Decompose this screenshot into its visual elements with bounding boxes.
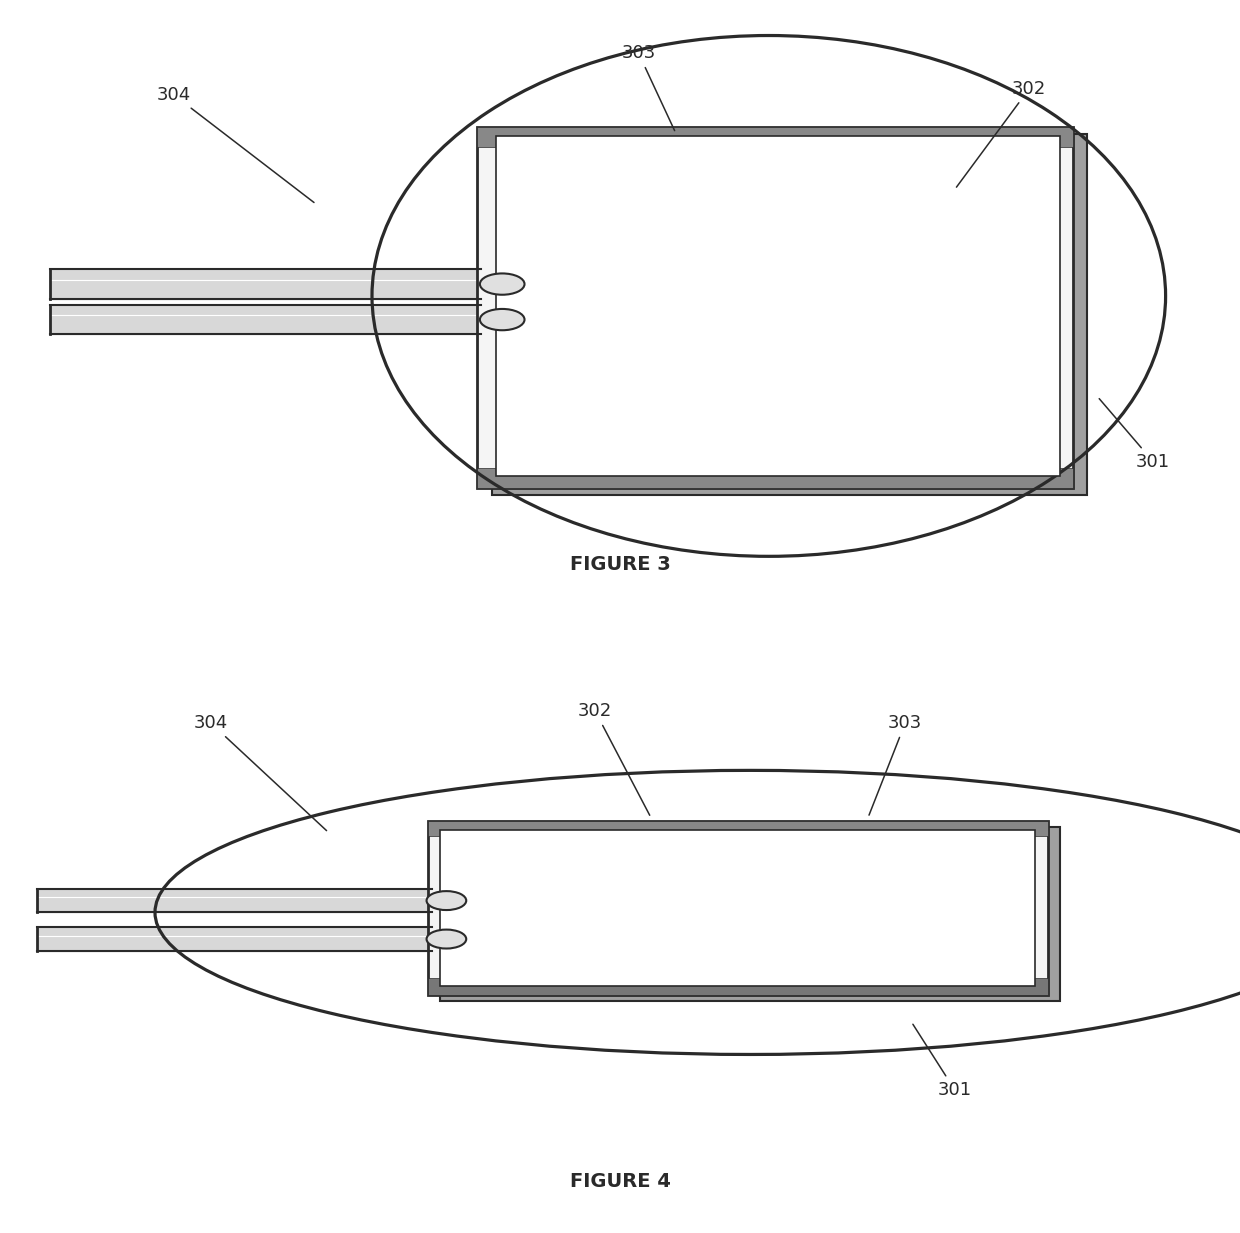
Bar [477,127,1073,488]
Text: 301: 301 [1099,398,1171,471]
Text: 302: 302 [956,80,1047,187]
Bar [428,821,1048,995]
Text: 303: 303 [621,44,675,131]
Text: 303: 303 [869,714,923,815]
Circle shape [427,930,466,948]
Bar [428,978,1048,995]
Bar [440,830,1035,986]
Bar [477,469,1073,488]
Text: 304: 304 [193,714,326,831]
Circle shape [480,309,525,330]
Bar [440,826,1060,1001]
Bar [477,127,1073,147]
Text: FIGURE 4: FIGURE 4 [569,1171,671,1191]
Bar [492,134,1087,496]
Circle shape [427,891,466,910]
Text: 302: 302 [578,703,650,815]
Text: 304: 304 [156,86,314,202]
Bar [428,821,1048,836]
Bar [496,136,1060,476]
Circle shape [480,274,525,295]
Text: 301: 301 [913,1025,972,1099]
Text: FIGURE 3: FIGURE 3 [569,555,671,575]
